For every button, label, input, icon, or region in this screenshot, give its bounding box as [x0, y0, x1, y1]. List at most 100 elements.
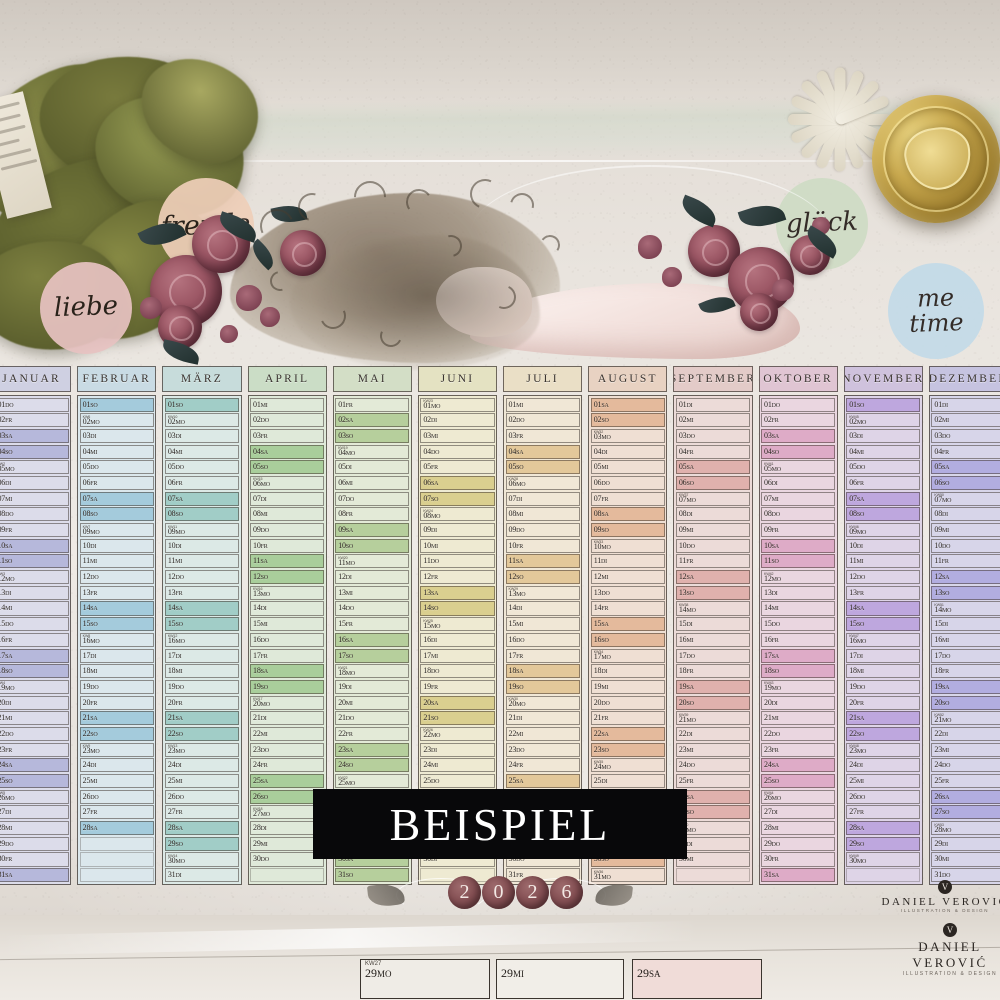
day-cell[interactable]: 17SA: [0, 648, 69, 663]
day-cell[interactable]: KW44 26MO: [761, 789, 836, 804]
day-cell[interactable]: 12SA: [931, 570, 1000, 585]
day-cell[interactable]: 12SO: [250, 570, 325, 585]
day-cell[interactable]: 01SA: [590, 397, 665, 412]
day-cell[interactable]: 20SO: [931, 695, 1000, 710]
day-cell[interactable]: 03DO: [931, 428, 1000, 443]
day-cell[interactable]: 11DO: [420, 554, 495, 569]
day-cell[interactable]: 23SO: [590, 742, 665, 757]
day-cell[interactable]: 19FR: [420, 679, 495, 694]
day-cell[interactable]: 27FR: [846, 805, 921, 820]
day-cell[interactable]: 01FR: [335, 397, 410, 412]
day-cell[interactable]: 29DI: [675, 836, 751, 851]
day-cell[interactable]: 31DO: [931, 868, 1000, 883]
day-cell[interactable]: 02FR: [761, 413, 836, 428]
day-cell[interactable]: 07FR: [590, 491, 665, 506]
day-cell[interactable]: 04MI: [79, 444, 154, 459]
day-cell[interactable]: 12FR: [420, 570, 495, 585]
day-cell[interactable]: KW33 10MO: [590, 538, 665, 553]
day-cell[interactable]: 31DI: [164, 868, 240, 883]
day-cell[interactable]: 06DO: [590, 475, 665, 491]
day-cell[interactable]: 15FR: [335, 617, 410, 632]
day-cell[interactable]: 18MI: [164, 664, 240, 679]
day-cell[interactable]: KW10 02MO: [164, 413, 240, 428]
day-cell[interactable]: 30MI: [931, 852, 1000, 867]
day-cell[interactable]: 04SO: [0, 444, 69, 459]
day-cell[interactable]: KW17 20MO: [250, 695, 325, 710]
day-cell[interactable]: 27FR: [164, 805, 240, 820]
day-cell[interactable]: KW48 23MO: [846, 742, 921, 757]
day-cell[interactable]: 26DO: [79, 789, 154, 804]
day-cell[interactable]: 18SA: [250, 664, 325, 679]
day-cell[interactable]: 12DI: [335, 570, 410, 585]
day-cell[interactable]: 13FR: [164, 585, 240, 600]
day-cell[interactable]: 13DO: [590, 585, 665, 600]
day-cell[interactable]: 20SO: [675, 695, 751, 710]
day-cell[interactable]: 14SA: [79, 601, 154, 616]
day-cell[interactable]: KW11 09MO: [164, 523, 240, 538]
day-cell[interactable]: 07SA: [846, 491, 921, 506]
day-cell[interactable]: 24DO: [675, 758, 751, 773]
day-cell[interactable]: KW49 30MO: [846, 852, 921, 867]
day-cell[interactable]: 11SA: [505, 554, 580, 569]
day-cell[interactable]: 13FR: [846, 585, 921, 600]
day-cell[interactable]: 05SO: [505, 460, 580, 475]
day-cell[interactable]: 07SA: [79, 491, 154, 506]
day-cell[interactable]: KW9 23MO: [79, 742, 154, 757]
day-cell[interactable]: 22SO: [164, 726, 240, 742]
day-cell[interactable]: 28SA: [846, 821, 921, 836]
day-cell[interactable]: 09MI: [931, 523, 1000, 538]
day-cell[interactable]: 24DI: [164, 758, 240, 773]
day-cell[interactable]: 08DI: [675, 507, 751, 522]
day-cell[interactable]: 05DO: [79, 460, 154, 475]
day-cell[interactable]: 22SO: [79, 726, 154, 742]
day-cell[interactable]: 20FR: [846, 695, 921, 710]
day-cell[interactable]: 24FR: [250, 758, 325, 773]
day-cell[interactable]: 07DO: [335, 491, 410, 506]
day-cell[interactable]: 08MI: [505, 507, 580, 522]
day-cell[interactable]: 18MI: [79, 664, 154, 679]
day-cell[interactable]: 16FR: [761, 632, 836, 647]
day-cell[interactable]: 19SO: [505, 679, 580, 694]
day-cell[interactable]: 11FR: [675, 554, 751, 569]
day-cell[interactable]: 09DO: [250, 523, 325, 538]
day-cell[interactable]: 04DI: [590, 444, 665, 459]
day-cell[interactable]: 24DI: [79, 758, 154, 773]
day-cell[interactable]: KW312MO: [0, 570, 69, 585]
day-cell[interactable]: 26DO: [164, 789, 240, 804]
day-cell[interactable]: 21FR: [590, 711, 665, 726]
day-cell[interactable]: 15MI: [250, 617, 325, 632]
day-cell[interactable]: 17FR: [250, 648, 325, 663]
day-cell[interactable]: KW7 09MO: [79, 523, 154, 538]
day-cell[interactable]: 27SO: [675, 805, 751, 820]
day-cell[interactable]: 10SA: [0, 538, 69, 553]
day-cell[interactable]: 21DO: [335, 711, 410, 726]
day-cell[interactable]: 29SO: [164, 836, 240, 851]
day-cell[interactable]: KW12 16MO: [164, 632, 240, 647]
day-cell[interactable]: 17DI: [164, 648, 240, 663]
day-cell[interactable]: KW16 13MO: [250, 585, 325, 600]
day-cell[interactable]: KW205MO: [0, 460, 69, 475]
day-cell[interactable]: 24SO: [335, 758, 410, 773]
strip-day-cell[interactable]: 29MI: [496, 959, 624, 999]
day-cell[interactable]: KW38 14MO: [675, 601, 751, 616]
day-cell[interactable]: 20DO: [590, 695, 665, 710]
day-cell[interactable]: 18FR: [931, 664, 1000, 679]
day-cell[interactable]: 21MI: [0, 711, 69, 726]
day-cell[interactable]: KW4028MO: [675, 821, 751, 836]
day-cell[interactable]: 02DO: [250, 413, 325, 428]
day-cell[interactable]: 22SA: [590, 726, 665, 742]
day-cell[interactable]: 25SO: [761, 774, 836, 789]
day-cell[interactable]: KW45 02MO: [846, 413, 921, 428]
day-cell[interactable]: 01MI: [250, 397, 325, 412]
day-cell[interactable]: 08SO: [164, 507, 240, 522]
day-cell[interactable]: 11MI: [846, 554, 921, 569]
day-cell[interactable]: 26DO: [846, 789, 921, 804]
day-cell[interactable]: KW15 06MO: [250, 475, 325, 491]
day-cell[interactable]: 30MI: [675, 852, 751, 867]
day-cell[interactable]: KW50 07MO: [931, 491, 1000, 506]
day-cell[interactable]: 21DI: [250, 711, 325, 726]
day-cell[interactable]: 19MI: [590, 679, 665, 694]
day-cell[interactable]: 16SO: [590, 632, 665, 647]
day-cell[interactable]: 10DI: [164, 538, 240, 553]
day-cell[interactable]: 28SA: [164, 821, 240, 836]
